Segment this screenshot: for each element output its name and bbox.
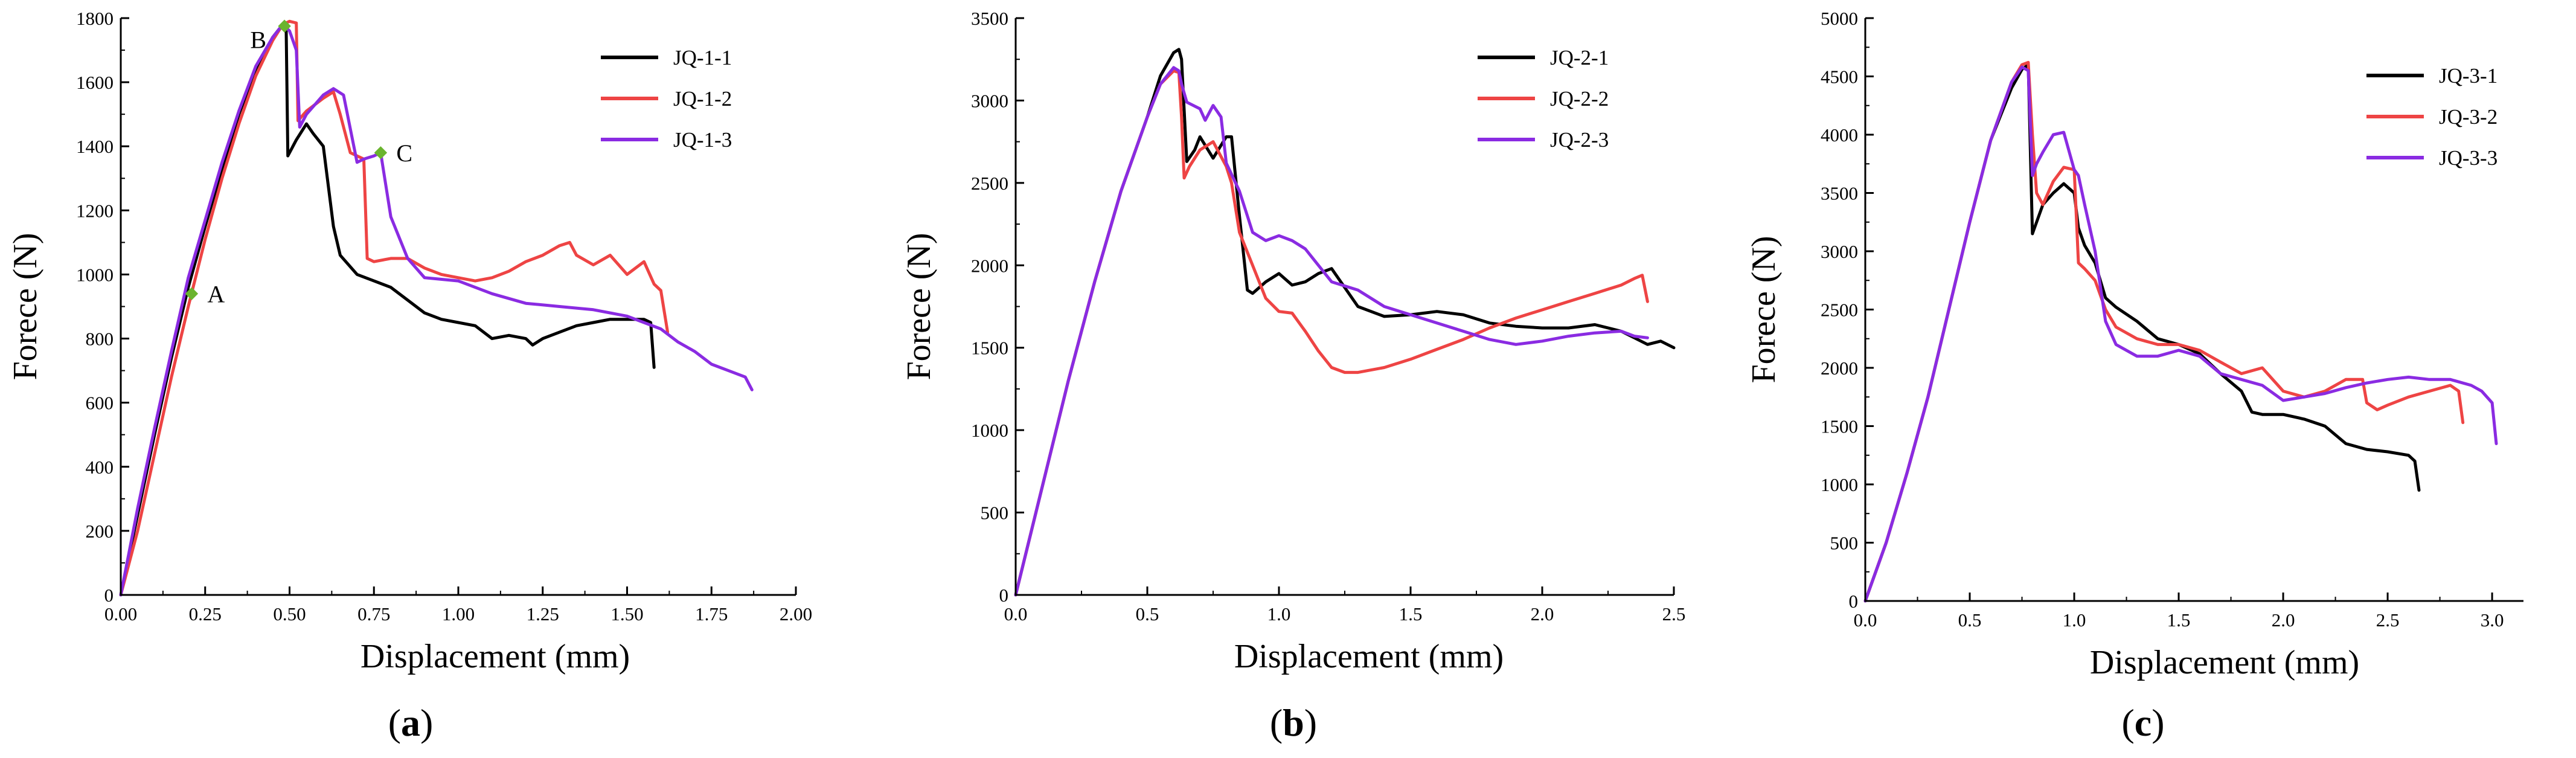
chart-svg-c: 0.0 0.5 1.0 1.5 2.0 2.5 3.0 0 500 1000 1500 2000 250… xyxy=(1745,8,2523,744)
y-tick-label: 600 xyxy=(86,393,114,414)
y-tick-label: 200 xyxy=(86,521,114,542)
x-tick-label: 0.0 xyxy=(1004,603,1028,625)
chart-svg-a: A B C 0.00 0.25 0.50 0.75 1.00 1.25 1.50 1.75 2.00 0… xyxy=(7,8,812,744)
series-line-JQ-1-3 xyxy=(119,23,754,597)
y-tick-label: 4000 xyxy=(1821,124,1858,146)
series-line-JQ-2-3 xyxy=(1014,66,1649,597)
y-tick-label: 0 xyxy=(1849,591,1859,612)
x-tick-label: 0.5 xyxy=(1958,609,1982,631)
legend-label-JQ-2-1: JQ-2-1 xyxy=(1550,46,1609,69)
panel-label: (a) xyxy=(388,701,434,744)
x-tick-label: 0.0 xyxy=(1854,609,1877,631)
legend-label-JQ-3-2: JQ-3-2 xyxy=(2439,105,2498,129)
x-tick-label: 0.75 xyxy=(357,603,390,625)
x-tick-label: 1.0 xyxy=(1267,603,1291,625)
y-tick-label: 400 xyxy=(86,457,114,478)
y-tick-label: 5000 xyxy=(1821,8,1858,29)
x-tick-label: 0.5 xyxy=(1136,603,1159,625)
y-tick-label: 1500 xyxy=(971,338,1008,359)
x-tick-label: 1.0 xyxy=(2063,609,2086,631)
chart-panel-a: A B C 0.00 0.25 0.50 0.75 1.00 1.25 1.50 1.75 2.00 0… xyxy=(0,0,859,758)
y-tick-label: 3500 xyxy=(971,8,1008,29)
series-line-JQ-1-2 xyxy=(119,19,670,597)
marker-label-B: B xyxy=(250,26,266,53)
y-tick-label: 1000 xyxy=(1821,474,1858,495)
x-tick-label: 0.25 xyxy=(189,603,222,625)
y-tick-label: 0 xyxy=(999,585,1009,606)
legend-label-JQ-3-1: JQ-3-1 xyxy=(2439,64,2498,88)
chart-panel-c: 0.0 0.5 1.0 1.5 2.0 2.5 3.0 0 500 1000 1500 2000 250… xyxy=(1717,0,2576,758)
x-axis-title: Displacement (mm) xyxy=(1234,638,1504,675)
chart-panel-b: 0.0 0.5 1.0 1.5 2.0 2.5 0 500 1000 1500 2000 2500 30… xyxy=(859,0,1717,758)
y-axis-title: Forece (N) xyxy=(7,233,44,380)
y-tick-label: 800 xyxy=(86,329,114,350)
series-line-JQ-3-1 xyxy=(1863,63,2421,603)
y-tick-label: 1200 xyxy=(76,200,114,221)
y-tick-label: 1600 xyxy=(76,72,114,93)
legend-label-JQ-3-3: JQ-3-3 xyxy=(2439,146,2498,170)
series-line-JQ-3-2 xyxy=(1863,60,2465,603)
series-line-JQ-2-1 xyxy=(1014,48,1676,597)
y-tick-label: 3500 xyxy=(1821,183,1858,204)
y-tick-label: 3000 xyxy=(971,90,1008,111)
marker-point-C xyxy=(374,146,388,159)
marker-label-A: A xyxy=(207,280,225,307)
x-tick-label: 1.00 xyxy=(442,603,475,625)
chart-svg-b: 0.0 0.5 1.0 1.5 2.0 2.5 0 500 1000 1500 2000 2500 30… xyxy=(900,8,1686,744)
x-tick-label: 0.00 xyxy=(104,603,137,625)
x-tick-label: 2.0 xyxy=(2272,609,2295,631)
y-tick-label: 1000 xyxy=(971,420,1008,441)
y-tick-label: 4500 xyxy=(1821,66,1858,88)
y-axis-title: Forece (N) xyxy=(900,233,938,380)
legend-label-JQ-2-3: JQ-2-3 xyxy=(1550,128,1609,152)
y-tick-label: 2000 xyxy=(1821,358,1858,379)
y-tick-label: 3000 xyxy=(1821,241,1858,262)
y-tick-label: 500 xyxy=(1830,533,1859,554)
x-tick-label: 2.5 xyxy=(1662,603,1686,625)
x-axis-title: Displacement (mm) xyxy=(360,638,630,675)
y-tick-label: 1500 xyxy=(1821,416,1858,437)
x-axis-title: Displacement (mm) xyxy=(2090,644,2359,681)
x-tick-label: 1.75 xyxy=(695,603,728,625)
x-tick-label: 2.0 xyxy=(1531,603,1554,625)
y-tick-label: 1800 xyxy=(76,8,114,29)
x-tick-label: 3.0 xyxy=(2481,609,2504,631)
y-tick-label: 1400 xyxy=(76,136,114,157)
y-tick-label: 2500 xyxy=(1821,300,1858,321)
panel-label: (b) xyxy=(1270,701,1317,744)
y-tick-label: 1000 xyxy=(76,264,114,285)
x-tick-label: 1.5 xyxy=(2167,609,2191,631)
x-tick-label: 1.5 xyxy=(1399,603,1423,625)
y-tick-label: 0 xyxy=(104,585,114,606)
y-axis-title: Forece (N) xyxy=(1745,236,1783,383)
panel-label: (c) xyxy=(2121,701,2164,744)
x-tick-label: 1.25 xyxy=(527,603,559,625)
y-tick-label: 2500 xyxy=(971,173,1008,194)
marker-point-B xyxy=(278,19,291,33)
x-tick-label: 0.50 xyxy=(273,603,306,625)
y-tick-label: 500 xyxy=(981,503,1009,524)
x-tick-label: 2.00 xyxy=(780,603,812,625)
legend-label-JQ-1-3: JQ-1-3 xyxy=(673,128,732,152)
marker-label-C: C xyxy=(396,140,412,167)
series-line-JQ-1-1 xyxy=(119,23,656,597)
legend-label-JQ-1-1: JQ-1-1 xyxy=(673,46,732,69)
marker-point-A xyxy=(185,287,199,300)
series-line-JQ-3-3 xyxy=(1863,65,2498,603)
y-tick-label: 2000 xyxy=(971,255,1008,276)
axes-frame xyxy=(1864,18,2523,602)
legend-label-JQ-1-2: JQ-1-2 xyxy=(673,87,732,111)
x-tick-label: 2.5 xyxy=(2376,609,2400,631)
legend-label-JQ-2-2: JQ-2-2 xyxy=(1550,87,1609,111)
x-tick-label: 1.50 xyxy=(610,603,643,625)
